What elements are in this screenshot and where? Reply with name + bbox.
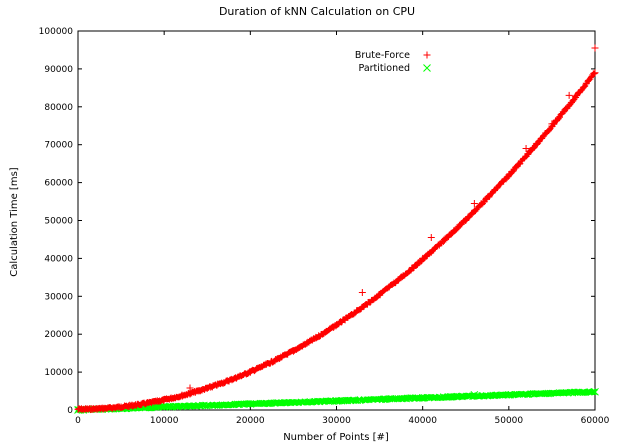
data-point: [418, 394, 427, 402]
x-tick-label: 0: [75, 416, 81, 426]
series-layer: [74, 44, 599, 414]
data-point: [470, 199, 478, 207]
legend-label-brute-force: Brute-Force: [355, 50, 410, 61]
y-tick-label: 30000: [44, 292, 73, 302]
data-point: [504, 390, 513, 399]
data-point: [289, 347, 297, 355]
data-point: [332, 397, 341, 405]
x-tick-label: 20000: [236, 416, 265, 426]
x-axis-label: Number of Points [#]: [283, 432, 389, 443]
data-point: [548, 120, 556, 128]
data-point: [74, 405, 82, 413]
legend-marker-brute-force: [423, 51, 431, 59]
y-tick-label: 50000: [44, 217, 73, 227]
y-tick-label: 80000: [44, 103, 73, 113]
y-tick-label: 70000: [44, 141, 73, 151]
legend: Brute-Force Partitioned: [355, 50, 431, 74]
y-tick-label: 60000: [44, 179, 73, 189]
y-axis-label: Calculation Time [ms]: [9, 167, 20, 276]
data-point: [160, 403, 169, 411]
data-point: [203, 384, 211, 392]
data-point: [333, 321, 340, 329]
data-point: [565, 91, 573, 99]
series-partitioned: [74, 387, 599, 414]
data-point: [160, 396, 168, 404]
series-brute-force: [74, 44, 599, 414]
y-tick-label: 0: [67, 406, 73, 416]
x-tick-label: 50000: [495, 416, 524, 426]
x-tick-label: 40000: [408, 416, 437, 426]
chart-title: Duration of kNN Calculation on CPU: [219, 5, 415, 18]
legend-marker-partitioned: [423, 64, 431, 72]
y-tick-label: 10000: [44, 368, 73, 378]
y-tick-label: 90000: [44, 65, 73, 75]
data-point: [462, 217, 470, 224]
data-point: [591, 387, 599, 396]
data-point: [522, 144, 530, 152]
x-tick-label: 30000: [322, 416, 351, 426]
y-tick-label: 20000: [44, 330, 73, 340]
data-point: [591, 44, 599, 52]
data-point: [186, 384, 194, 392]
data-point: [591, 69, 599, 77]
axis-ticks: 0 10000 20000 30000 40000 50000 60000 0 10000 200…: [39, 27, 610, 426]
legend-label-partitioned: Partitioned: [359, 63, 410, 74]
y-tick-label: 100000: [39, 27, 74, 37]
data-point: [427, 234, 435, 242]
data-point: [246, 368, 254, 376]
data-point: [117, 403, 125, 411]
data-point: [419, 254, 427, 262]
data-point: [470, 390, 479, 399]
x-tick-label: 60000: [581, 416, 610, 426]
y-tick-label: 40000: [44, 254, 73, 264]
data-point: [505, 171, 513, 179]
point-cloud: [75, 70, 598, 414]
data-point: [376, 290, 384, 298]
data-point: [246, 400, 255, 408]
data-point: [358, 289, 366, 297]
plot-frame: [77, 30, 596, 411]
x-tick-label: 10000: [150, 416, 179, 426]
